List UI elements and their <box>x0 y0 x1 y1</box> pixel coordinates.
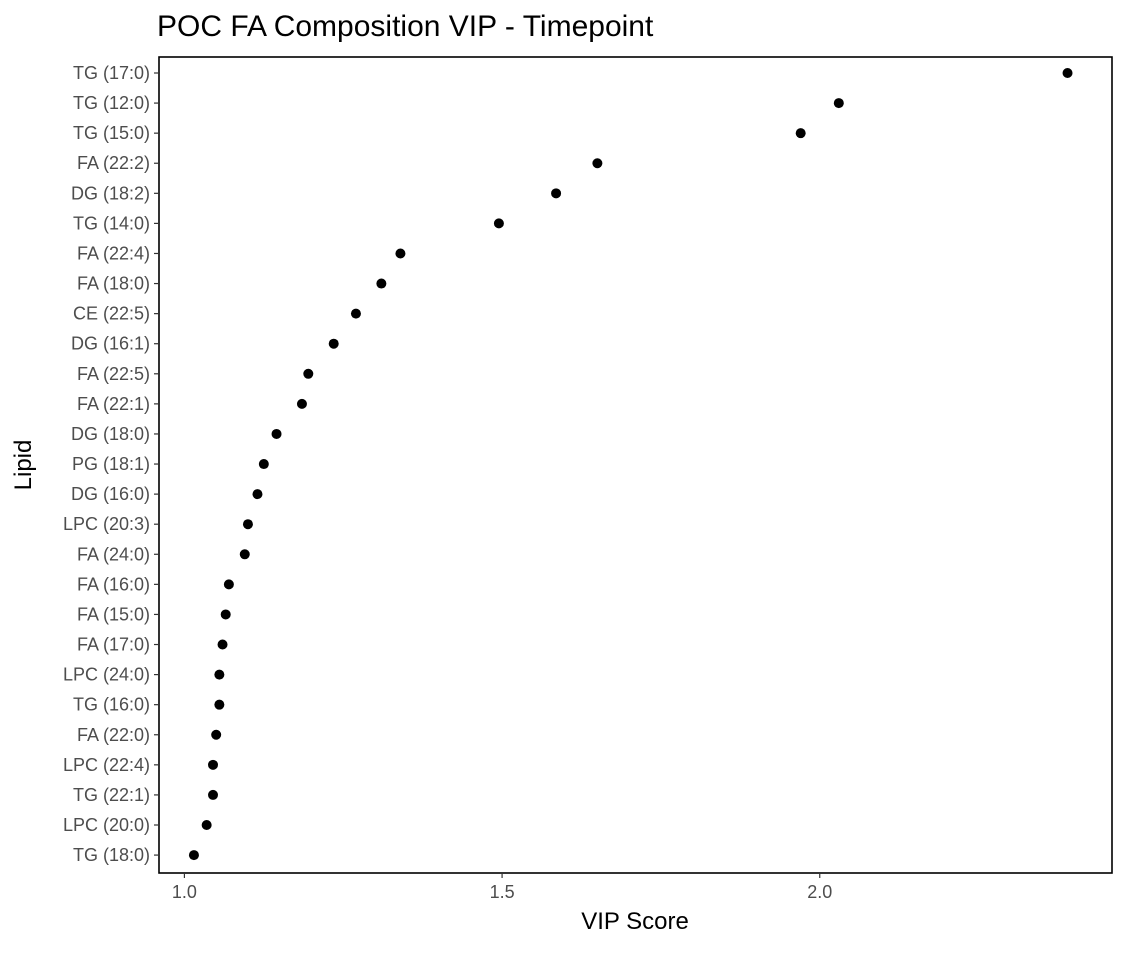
data-point <box>592 158 603 169</box>
data-point <box>833 98 844 109</box>
data-point <box>201 820 212 830</box>
data-point <box>214 699 225 710</box>
chart-title: POC FA Composition VIP - Timepoint <box>157 10 654 43</box>
data-point <box>217 639 228 650</box>
y-tick-label: TG (17:0) <box>73 63 150 83</box>
data-point <box>188 850 199 861</box>
data-point <box>223 579 234 590</box>
x-tick-label: 1.5 <box>490 882 515 902</box>
y-tick-label: FA (22:2) <box>77 153 150 173</box>
y-tick-label: TG (18:0) <box>73 845 150 865</box>
y-tick-label: FA (18:0) <box>77 274 150 294</box>
y-tick-label: DG (18:2) <box>71 183 150 203</box>
data-point <box>350 308 361 319</box>
data-point <box>303 368 314 379</box>
y-tick-label: PG (18:1) <box>72 454 150 474</box>
data-point <box>220 609 231 620</box>
y-tick-label: TG (22:1) <box>73 785 150 805</box>
y-tick-label: FA (22:0) <box>77 725 150 745</box>
y-axis: TG (17:0) TG (12:0) TG (15:0) FA (22:2) DG (… <box>63 63 159 865</box>
data-point <box>395 248 406 259</box>
y-tick-label: LPC (24:0) <box>63 665 150 685</box>
data-point <box>795 128 806 139</box>
data-point <box>296 398 307 409</box>
y-tick-label: TG (15:0) <box>73 123 150 143</box>
x-axis-title: VIP Score <box>581 908 689 935</box>
data-point <box>376 278 387 289</box>
data-point <box>211 729 222 740</box>
data-points <box>188 68 1073 861</box>
y-tick-label: FA (22:4) <box>77 243 150 263</box>
x-tick-label: 1.0 <box>172 882 197 902</box>
data-point <box>551 188 562 199</box>
data-point <box>214 669 225 680</box>
data-point <box>252 489 263 500</box>
y-tick-label: FA (22:5) <box>77 364 150 384</box>
data-point <box>258 459 269 470</box>
y-tick-label: TG (14:0) <box>73 213 150 233</box>
y-tick-label: FA (24:0) <box>77 544 150 564</box>
data-point <box>208 759 219 770</box>
data-point <box>328 338 339 349</box>
data-point <box>493 218 504 229</box>
y-tick-label: LPC (22:4) <box>63 755 150 775</box>
x-tick-label: 2.0 <box>807 882 832 902</box>
data-point <box>271 428 282 439</box>
y-tick-label: DG (16:0) <box>71 484 150 504</box>
y-tick-label: LPC (20:0) <box>63 815 150 835</box>
y-tick-label: CE (22:5) <box>73 304 150 324</box>
data-point <box>242 519 253 530</box>
y-tick-label: FA (22:1) <box>77 394 150 414</box>
y-tick-label: DG (18:0) <box>71 424 150 444</box>
x-axis: 1.0 1.5 2.0 <box>172 873 832 902</box>
y-axis-title: Lipid <box>10 440 37 491</box>
y-tick-label: TG (12:0) <box>73 93 150 113</box>
data-point <box>239 549 250 560</box>
y-tick-label: FA (17:0) <box>77 635 150 655</box>
y-tick-label: TG (16:0) <box>73 695 150 715</box>
y-tick-label: FA (15:0) <box>77 604 150 624</box>
data-point <box>1062 68 1073 78</box>
plot-panel <box>158 56 1113 874</box>
y-tick-label: DG (16:1) <box>71 334 150 354</box>
y-tick-label: LPC (20:3) <box>63 514 150 534</box>
y-tick-label: FA (16:0) <box>77 574 150 594</box>
data-point <box>208 789 219 800</box>
